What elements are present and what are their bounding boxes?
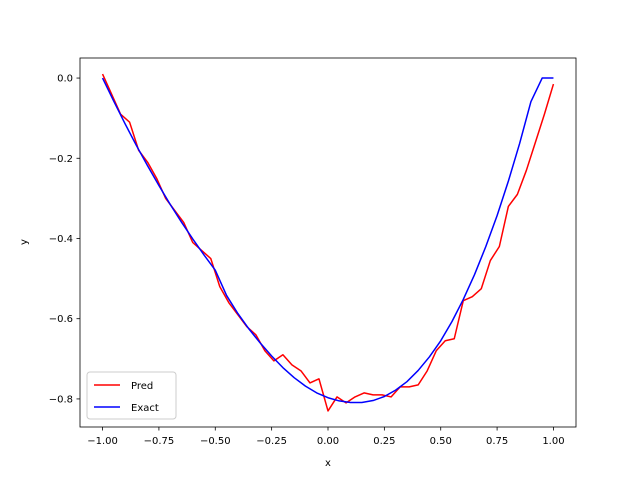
legend: Pred Exact <box>86 371 177 420</box>
x-tick-label: −1.00 <box>87 436 118 447</box>
x-axis-ticks: −1.00 −0.75 −0.50 −0.25 0.00 0.25 0.50 0.75 1.00 <box>87 427 565 447</box>
series-line-pred <box>101 73 555 412</box>
x-tick-label: −0.50 <box>200 436 231 447</box>
x-tick-label: 0.00 <box>317 436 339 447</box>
legend-label-exact: Exact <box>131 403 159 414</box>
y-tick-label: −0.4 <box>49 234 73 245</box>
x-tick-label: 0.50 <box>430 436 452 447</box>
y-tick-label: −0.6 <box>49 314 73 325</box>
x-tick-label: 0.25 <box>373 436 395 447</box>
legend-label-pred: Pred <box>131 381 153 392</box>
x-tick-label: −0.75 <box>144 436 175 447</box>
x-tick-label: 0.75 <box>486 436 508 447</box>
x-tick-label: 1.00 <box>542 436 564 447</box>
y-tick-label: −0.2 <box>49 154 73 165</box>
y-axis-label: y <box>19 239 30 245</box>
series-line-exact <box>101 77 554 404</box>
y-tick-label: 0.0 <box>57 74 73 85</box>
y-tick-label: −0.8 <box>49 394 73 405</box>
x-axis-label: x <box>325 458 331 469</box>
x-tick-label: −0.25 <box>256 436 287 447</box>
series-layer <box>101 73 555 412</box>
y-axis-ticks: 0.0 −0.2 −0.4 −0.6 −0.8 <box>49 74 80 405</box>
